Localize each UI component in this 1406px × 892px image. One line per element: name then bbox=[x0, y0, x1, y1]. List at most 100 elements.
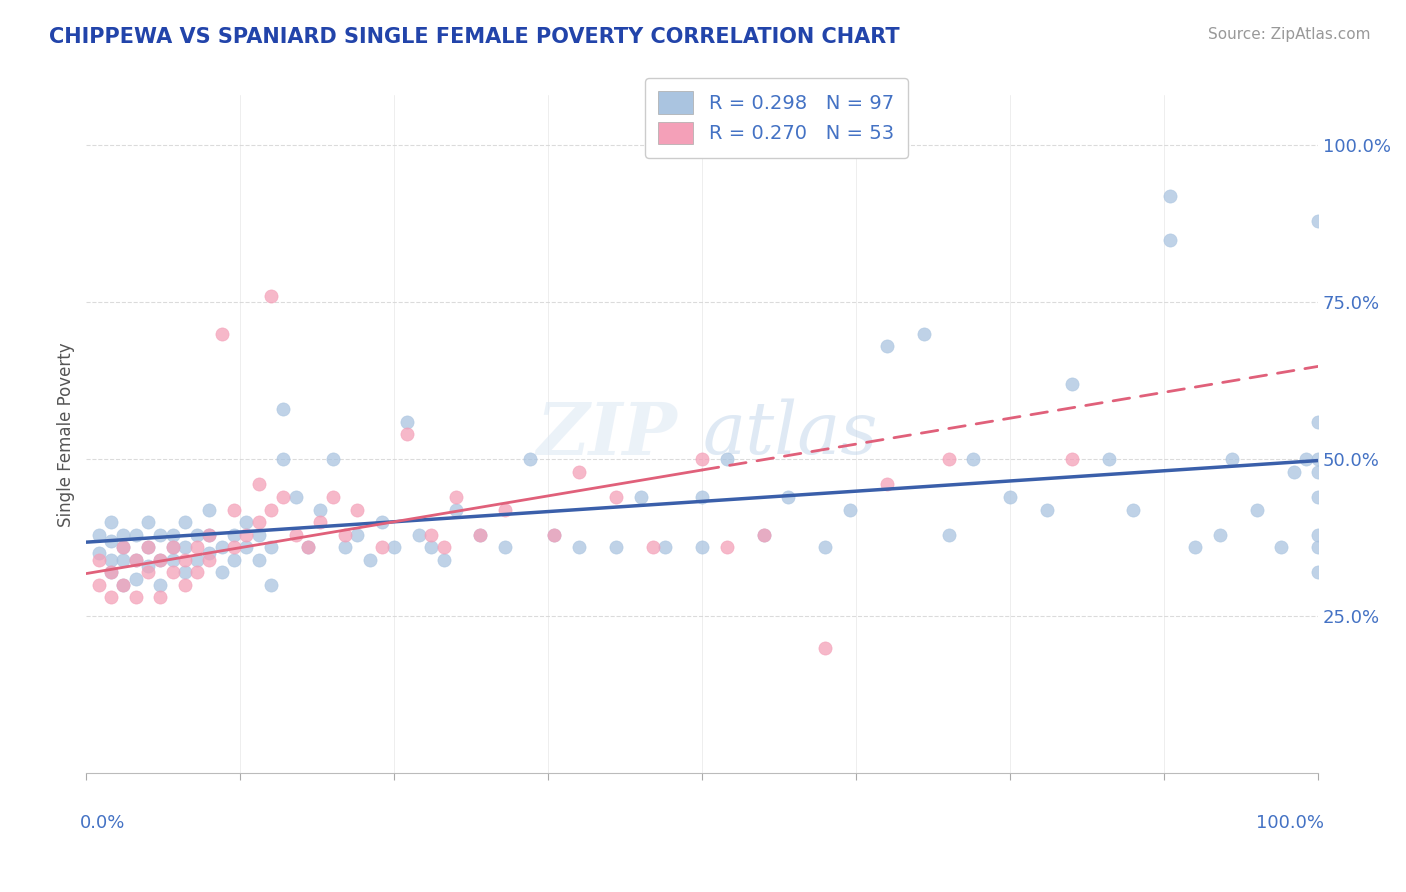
Point bbox=[568, 465, 591, 479]
Point bbox=[149, 527, 172, 541]
Point bbox=[1036, 502, 1059, 516]
Point bbox=[198, 553, 221, 567]
Point bbox=[247, 553, 270, 567]
Point bbox=[136, 515, 159, 529]
Point bbox=[273, 452, 295, 467]
Point bbox=[162, 540, 184, 554]
Point bbox=[186, 527, 208, 541]
Point bbox=[1270, 540, 1292, 554]
Text: 100.0%: 100.0% bbox=[1257, 814, 1324, 832]
Point bbox=[432, 540, 454, 554]
Point bbox=[198, 546, 221, 560]
Point bbox=[470, 527, 492, 541]
Point bbox=[716, 452, 738, 467]
Point bbox=[876, 477, 898, 491]
Point bbox=[211, 326, 233, 341]
Point bbox=[198, 527, 221, 541]
Point bbox=[998, 490, 1021, 504]
Point bbox=[100, 515, 122, 529]
Point bbox=[333, 540, 356, 554]
Point bbox=[173, 566, 195, 580]
Point bbox=[752, 527, 775, 541]
Point bbox=[136, 540, 159, 554]
Point bbox=[260, 578, 283, 592]
Point bbox=[1308, 465, 1330, 479]
Point bbox=[690, 490, 713, 504]
Point bbox=[543, 527, 565, 541]
Point bbox=[494, 502, 516, 516]
Point bbox=[346, 527, 368, 541]
Point bbox=[112, 578, 135, 592]
Point bbox=[839, 502, 862, 516]
Point bbox=[432, 553, 454, 567]
Point bbox=[420, 527, 443, 541]
Point bbox=[162, 540, 184, 554]
Point bbox=[247, 515, 270, 529]
Point bbox=[297, 540, 319, 554]
Point bbox=[198, 502, 221, 516]
Text: ZIP: ZIP bbox=[537, 399, 678, 470]
Point bbox=[284, 527, 307, 541]
Text: 0.0%: 0.0% bbox=[80, 814, 125, 832]
Point bbox=[173, 553, 195, 567]
Point bbox=[444, 502, 467, 516]
Point bbox=[235, 515, 257, 529]
Point bbox=[87, 527, 110, 541]
Point bbox=[173, 515, 195, 529]
Point bbox=[211, 540, 233, 554]
Point bbox=[224, 553, 246, 567]
Point bbox=[690, 540, 713, 554]
Point bbox=[247, 527, 270, 541]
Point bbox=[186, 553, 208, 567]
Point bbox=[297, 540, 319, 554]
Point bbox=[136, 566, 159, 580]
Point bbox=[1295, 452, 1317, 467]
Text: atlas: atlas bbox=[702, 399, 877, 469]
Text: Source: ZipAtlas.com: Source: ZipAtlas.com bbox=[1208, 27, 1371, 42]
Point bbox=[100, 591, 122, 605]
Point bbox=[519, 452, 541, 467]
Point bbox=[322, 452, 344, 467]
Point bbox=[1098, 452, 1121, 467]
Point bbox=[87, 553, 110, 567]
Point bbox=[136, 559, 159, 574]
Point bbox=[149, 553, 172, 567]
Point bbox=[173, 540, 195, 554]
Point bbox=[346, 502, 368, 516]
Point bbox=[284, 490, 307, 504]
Point bbox=[1308, 527, 1330, 541]
Point bbox=[1282, 465, 1305, 479]
Point bbox=[112, 578, 135, 592]
Point bbox=[1308, 540, 1330, 554]
Point bbox=[112, 540, 135, 554]
Point bbox=[470, 527, 492, 541]
Point bbox=[260, 289, 283, 303]
Point bbox=[543, 527, 565, 541]
Point bbox=[333, 527, 356, 541]
Point bbox=[149, 591, 172, 605]
Point bbox=[162, 566, 184, 580]
Point bbox=[235, 540, 257, 554]
Point bbox=[309, 515, 332, 529]
Point bbox=[938, 527, 960, 541]
Point bbox=[395, 427, 418, 442]
Point bbox=[149, 553, 172, 567]
Point bbox=[224, 527, 246, 541]
Point bbox=[814, 540, 837, 554]
Point bbox=[494, 540, 516, 554]
Point bbox=[408, 527, 430, 541]
Point bbox=[876, 339, 898, 353]
Point bbox=[690, 452, 713, 467]
Point bbox=[1246, 502, 1268, 516]
Point bbox=[124, 572, 146, 586]
Point bbox=[162, 527, 184, 541]
Point bbox=[420, 540, 443, 554]
Point bbox=[630, 490, 652, 504]
Point bbox=[260, 502, 283, 516]
Point bbox=[1159, 233, 1181, 247]
Point bbox=[912, 326, 935, 341]
Point bbox=[273, 490, 295, 504]
Y-axis label: Single Female Poverty: Single Female Poverty bbox=[58, 342, 75, 526]
Point bbox=[605, 540, 627, 554]
Point bbox=[322, 490, 344, 504]
